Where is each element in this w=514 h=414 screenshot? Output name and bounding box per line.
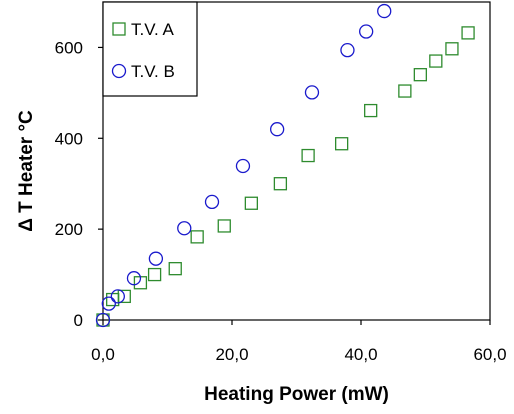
data-point-circle: [204, 194, 220, 210]
data-point-square: [168, 262, 182, 276]
legend-label: T.V. B: [131, 62, 175, 81]
data-point-circle: [340, 43, 355, 58]
data-point-square: [147, 267, 162, 282]
y-tick-label: 600: [55, 38, 83, 57]
data-point-square: [364, 103, 378, 118]
data-point-circle: [235, 158, 251, 174]
data-point-circle: [110, 289, 125, 304]
data-point-circle: [101, 296, 116, 311]
x-tick-label: 60,0: [473, 345, 506, 364]
data-point-square: [217, 219, 231, 233]
legend: T.V. A T.V. B: [102, 1, 198, 97]
data-point-square: [429, 54, 443, 68]
data-point-circle: [304, 85, 320, 100]
legend-marker-circle: [111, 63, 127, 79]
legend-box: [102, 1, 198, 97]
data-point-circle: [377, 3, 392, 19]
data-point-circle: [269, 122, 285, 137]
y-tick-label: 0: [74, 311, 83, 330]
data-point-square: [461, 26, 475, 40]
data-point-square: [301, 148, 315, 163]
data-point-square: [445, 42, 459, 56]
tick-labels: 0,0 20,0 40,0 60,0 0 200 400 600: [55, 38, 507, 364]
legend-label: T.V. A: [131, 20, 175, 39]
x-tick-label: 0,0: [91, 345, 115, 364]
data-point-square: [117, 289, 131, 304]
y-tick-label: 400: [55, 129, 83, 148]
plot-border: [102, 1, 491, 321]
data-point-square: [190, 230, 204, 244]
data-point-square: [244, 196, 259, 210]
data-point-square: [334, 137, 349, 151]
plot-area: [102, 1, 491, 321]
data-markers: [95, 3, 475, 328]
data-point-square: [413, 68, 427, 82]
data-point-square: [398, 84, 412, 98]
y-axis-label: Δ T Heater °C: [16, 110, 37, 232]
data-point-circle: [148, 251, 164, 266]
x-tick-label: 40,0: [344, 345, 377, 364]
x-tick-label: 20,0: [215, 345, 248, 364]
x-axis-label: Heating Power (mW): [204, 384, 389, 405]
data-point-circle: [95, 312, 111, 328]
data-point-circle: [177, 221, 192, 236]
data-point-circle: [359, 24, 374, 39]
data-point-square: [273, 177, 288, 191]
axis-ticks: [98, 46, 491, 325]
y-tick-label: 200: [55, 220, 83, 239]
data-point-circle: [126, 271, 142, 286]
legend-marker-square: [112, 22, 126, 36]
